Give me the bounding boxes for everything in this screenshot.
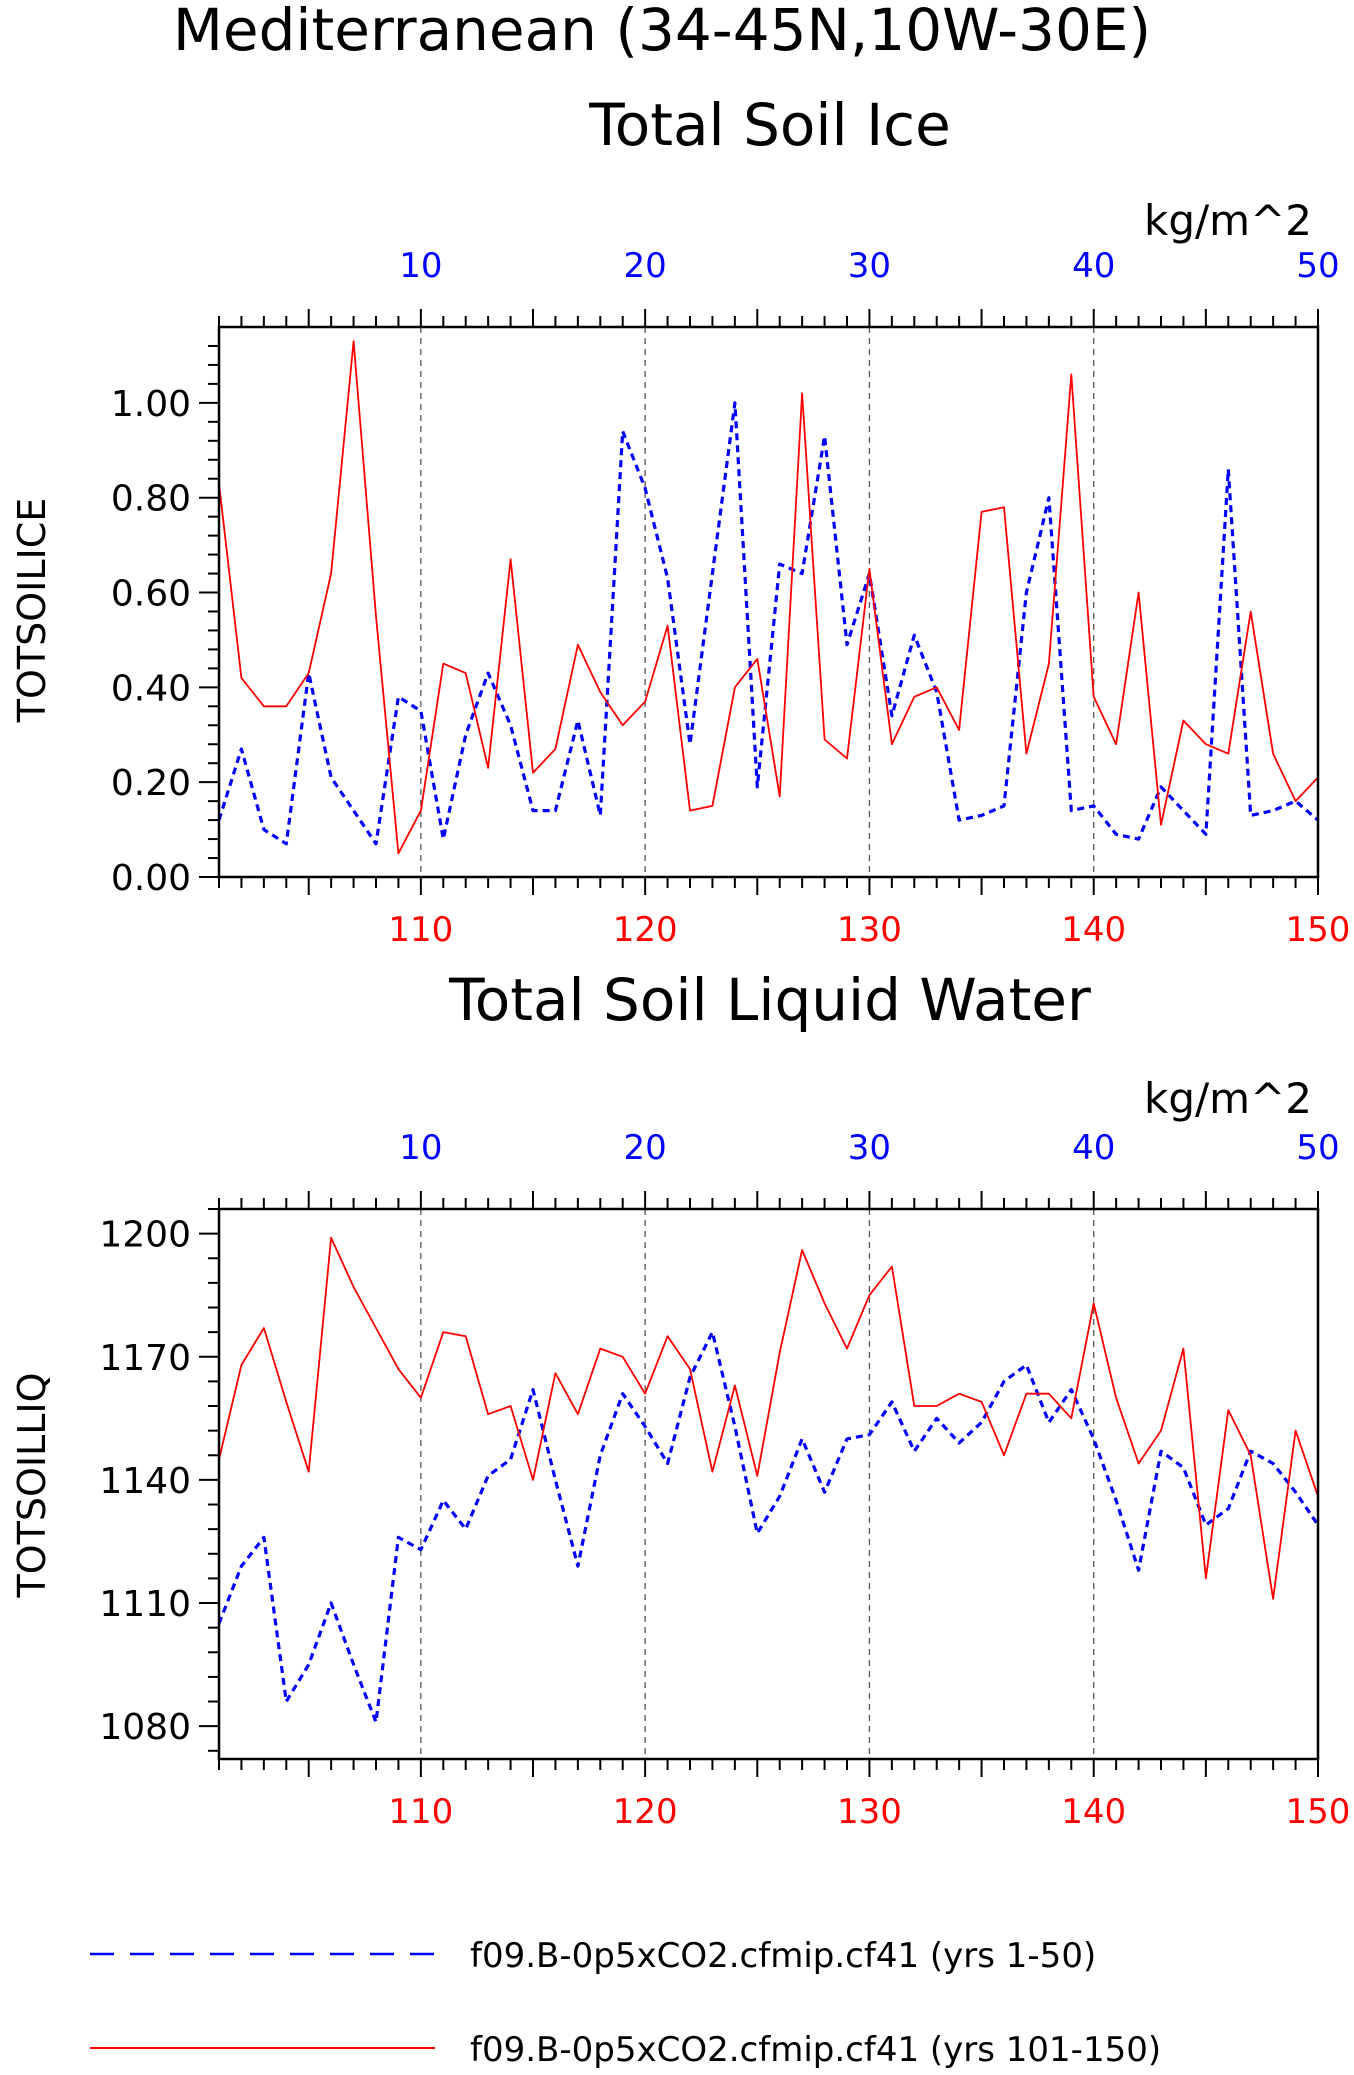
series-line-red	[218, 1236, 1319, 1600]
y-tick-label: 0.60	[111, 574, 191, 615]
y-tick-label: 0.20	[111, 763, 191, 804]
legend-label: f09.B-0p5xCO2.cfmip.cf41 (yrs 101-150)	[470, 2030, 1161, 2070]
y-axis-label: TOTSOILLIQ	[10, 1372, 54, 1598]
x-tick-label-top: 50	[1296, 1128, 1339, 1168]
y-tick-label: 0.40	[111, 668, 191, 709]
gridlines	[420, 327, 1095, 877]
x-tick-label-top: 40	[1072, 246, 1115, 286]
axis-ticks	[199, 1191, 1319, 1777]
y-tick-label: 1140	[99, 1461, 191, 1502]
gridlines	[420, 1209, 1095, 1759]
x-tick-label-bottom: 120	[613, 910, 678, 950]
x-tick-label-bottom: 140	[1061, 910, 1126, 950]
plot-frame	[217, 325, 1320, 879]
y-tick-label: 1.00	[111, 384, 191, 425]
y-tick-label: 1200	[99, 1215, 191, 1256]
top-x-tick-labels: 10 20 30 40 50	[399, 1128, 1339, 1168]
x-tick-label-bottom: 110	[388, 1792, 453, 1832]
x-tick-label-top: 10	[399, 246, 442, 286]
panel-title: Total Soil Ice	[588, 91, 951, 159]
bottom-x-tick-labels: 110 120 130 140 150	[388, 910, 1350, 950]
series-line-blue	[217, 1330, 1320, 1724]
series-line-blue	[217, 401, 1320, 846]
x-tick-label-bottom: 110	[388, 910, 453, 950]
x-tick-label-top: 30	[848, 1128, 891, 1168]
panel-total-soil-liquid-water: Total Soil Liquid Water kg/m^2 TOTSOILLI…	[10, 966, 1350, 1832]
y-tick-labels: 0.00 0.20 0.40 0.60 0.80 1.00	[111, 384, 191, 899]
x-tick-label-top: 10	[399, 1128, 442, 1168]
axis-ticks	[199, 309, 1319, 895]
y-tick-label: 1110	[99, 1584, 191, 1625]
x-tick-label-bottom: 150	[1286, 1792, 1351, 1832]
y-tick-label: 0.00	[111, 858, 191, 899]
panel-title: Total Soil Liquid Water	[448, 966, 1091, 1034]
y-tick-label: 1170	[99, 1338, 191, 1379]
x-tick-label-bottom: 120	[613, 1792, 678, 1832]
x-tick-label-bottom: 140	[1061, 1792, 1126, 1832]
legend: f09.B-0p5xCO2.cfmip.cf41 (yrs 1-50) f09.…	[90, 1936, 1161, 2070]
x-tick-label-top: 30	[848, 246, 891, 286]
series-lines	[217, 340, 1320, 855]
units-label: kg/m^2	[1144, 196, 1312, 245]
y-tick-label: 1080	[99, 1707, 191, 1748]
x-tick-label-bottom: 150	[1286, 910, 1351, 950]
x-tick-label-top: 40	[1072, 1128, 1115, 1168]
y-axis-label: TOTSOILICE	[10, 498, 54, 724]
plot-frame	[217, 1207, 1320, 1761]
x-tick-label-bottom: 130	[837, 910, 902, 950]
x-tick-label-top: 20	[624, 1128, 667, 1168]
x-tick-label-top: 50	[1296, 246, 1339, 286]
bottom-x-tick-labels: 110 120 130 140 150	[388, 1792, 1350, 1832]
x-tick-label-top: 20	[624, 246, 667, 286]
panel-total-soil-ice: Total Soil Ice kg/m^2 TOTSOILICE 0.00 0.2…	[10, 91, 1350, 950]
y-tick-label: 0.80	[111, 479, 191, 520]
x-tick-label-bottom: 130	[837, 1792, 902, 1832]
y-tick-labels: 1080 1110 1140 1170 1200	[99, 1215, 191, 1749]
units-label: kg/m^2	[1144, 1074, 1312, 1123]
top-x-tick-labels: 10 20 30 40 50	[399, 246, 1339, 286]
series-line-red	[218, 340, 1319, 855]
figure-title: Mediterranean (34-45N,10W-30E)	[173, 0, 1151, 64]
series-lines	[217, 1236, 1320, 1724]
legend-label: f09.B-0p5xCO2.cfmip.cf41 (yrs 1-50)	[470, 1936, 1096, 1976]
